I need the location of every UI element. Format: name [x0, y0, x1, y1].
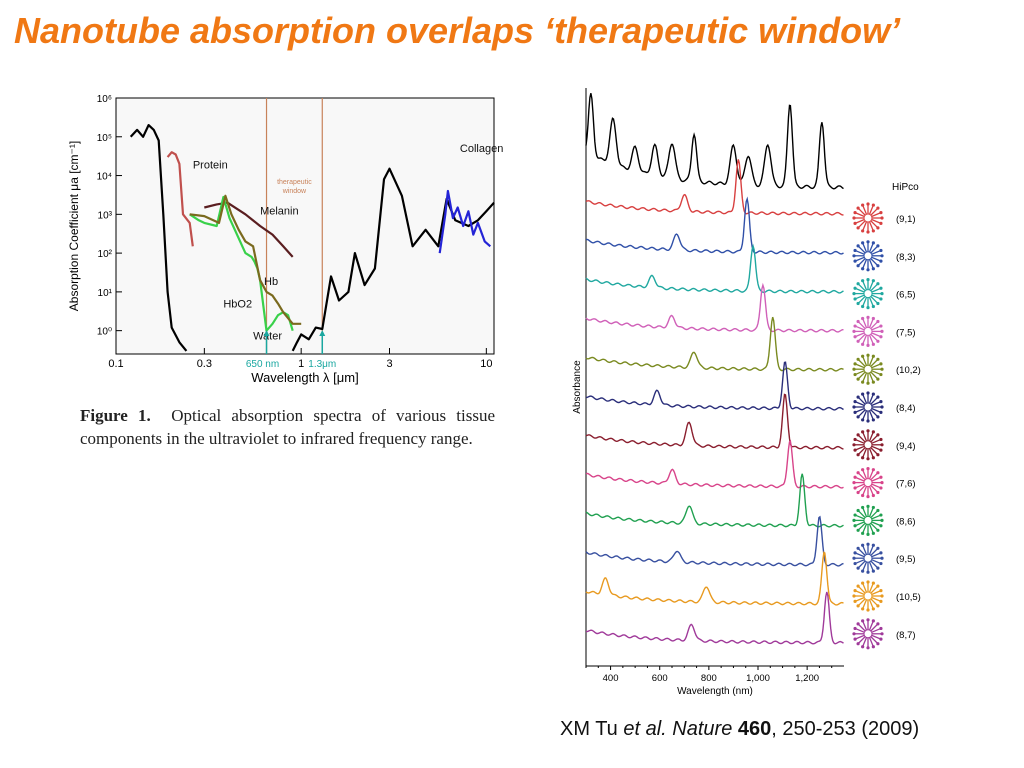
x-axis-label: Wavelength (nm): [677, 686, 753, 697]
y-tick-label: 10⁰: [97, 327, 112, 338]
citation-volume: 460: [737, 718, 772, 740]
legend-entry: (9,5): [896, 554, 916, 565]
citation-authors: XM Tu: [560, 718, 618, 740]
spectrum-line: [585, 282, 844, 333]
nanotube-icon: [852, 467, 884, 499]
citation-journal: Nature: [672, 718, 733, 740]
y-tick-label: 10¹: [98, 288, 113, 299]
legend-entry: (8,4): [896, 403, 916, 414]
series-line-melanin: [204, 201, 294, 258]
x-tick-label: 10: [480, 358, 492, 370]
legend-entry: (7,6): [896, 479, 916, 490]
x-tick-label: 3: [386, 358, 392, 370]
series-line-water: [129, 124, 188, 352]
spectrum-line: [585, 393, 844, 450]
nanotube-icon: [852, 542, 884, 574]
series-line-water: [291, 167, 495, 352]
citation-etal: et al.: [623, 718, 667, 740]
spectrum-line: [585, 361, 844, 411]
x-tick-label: 0.3: [197, 358, 212, 370]
spectrum-line: [585, 551, 844, 606]
legend-entry: (8,6): [896, 516, 916, 527]
legend-entry: (8,7): [896, 630, 916, 641]
nanotube-icon: [852, 429, 884, 461]
spectrum-line: [585, 243, 844, 294]
series-label-protein: Protein: [193, 160, 228, 172]
nanotube-absorbance-chart: Absorbance HiPco (9,1) (8,3) (6,5) (7,5) (10,…: [572, 88, 921, 697]
y-axis-label: Absorbance: [572, 360, 583, 414]
spectrum-line: [585, 196, 844, 255]
nanotube-icon: [852, 618, 884, 650]
figure-caption: Figure 1. Optical absorption spectra of …: [80, 404, 495, 450]
spectrum-line: [585, 515, 844, 567]
y-tick-label: 10⁶: [97, 94, 112, 105]
slide-title: Nanotube absorption overlaps ‘therapeuti…: [14, 10, 901, 51]
nanotube-icon: [852, 504, 884, 536]
nanotube-icon: [852, 580, 884, 612]
window-marker-label: 1.3μm: [308, 359, 336, 370]
spectrum-line: [585, 159, 844, 216]
series-label-collagen: Collagen: [460, 143, 503, 155]
series-label-melanin: Melanin: [260, 205, 299, 217]
series-label-hb: Hb: [264, 276, 278, 288]
series-label-water: Water: [253, 330, 282, 342]
citation-pages: , 250-253 (2009): [771, 718, 920, 740]
window-label-2: window: [282, 188, 307, 195]
legend-entry: (10,5): [896, 592, 921, 603]
series-label-hbo2: HbO2: [223, 298, 252, 310]
nanotube-icon: [852, 240, 884, 272]
spectrum-line: [585, 316, 844, 372]
nanotube-icon: [852, 353, 884, 385]
legend-entry: (8,3): [896, 252, 916, 263]
legend-entry: (9,4): [896, 441, 916, 452]
legend-entry: (10,2): [896, 365, 921, 376]
x-tick-label: 800: [701, 673, 717, 684]
x-tick-label: 0.1: [108, 358, 123, 370]
x-tick-label: 1,000: [746, 673, 770, 684]
spectrum-line: [585, 473, 844, 528]
series-line-collagen: [438, 189, 492, 254]
tissue-absorption-chart: therapeutic window 0.1 0.3 1 3 10 10⁰ 10¹ 10² 10³…: [67, 94, 503, 385]
y-tick-label: 10⁵: [97, 133, 112, 144]
spectrum-line: [585, 591, 844, 645]
x-axis-label: Wavelength λ [μm]: [251, 370, 358, 385]
spectrum-line: [585, 440, 844, 489]
nanotube-icon: [852, 202, 884, 234]
nanotube-icon: [852, 391, 884, 423]
y-tick-label: 10⁴: [97, 172, 112, 183]
series-line-protein: [166, 151, 194, 247]
legend-entry: (6,5): [896, 290, 916, 301]
series-line-hbo2: [189, 195, 294, 332]
figure-caption-text: Optical absorption spectra of various ti…: [80, 406, 496, 448]
spectrum-line: [585, 93, 844, 190]
x-tick-label: 400: [603, 673, 619, 684]
nanotube-icon: [852, 315, 884, 347]
legend-entry: (9,1): [896, 214, 916, 225]
series-line-hb: [189, 194, 302, 325]
nanotube-icon: [852, 278, 884, 310]
window-label: therapeutic: [277, 179, 312, 186]
window-marker-label: 650 nm: [246, 359, 279, 370]
legend-title: HiPco: [892, 182, 919, 193]
legend-entry: (7,5): [896, 327, 916, 338]
x-tick-label: 600: [652, 673, 668, 684]
citation: XM Tu et al. Nature 460, 250-253 (2009): [560, 718, 919, 741]
x-tick-label: 1: [298, 358, 304, 370]
figure-label: Figure 1.: [80, 406, 151, 425]
y-tick-label: 10²: [98, 249, 113, 260]
y-axis-label: Absorption Coefficient μa [cm⁻¹]: [67, 141, 81, 311]
x-tick-label: 1,200: [795, 673, 819, 684]
y-tick-label: 10³: [98, 210, 113, 221]
